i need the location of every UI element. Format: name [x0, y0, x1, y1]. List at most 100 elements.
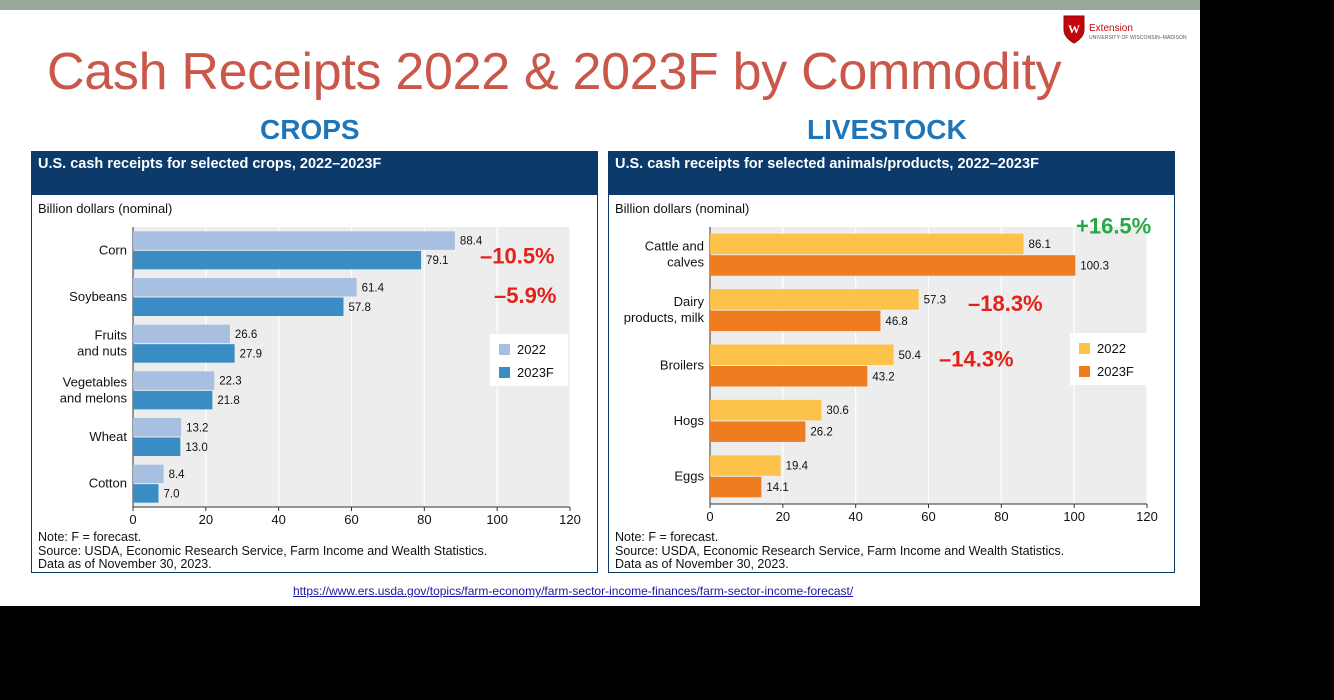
value-label: 57.3 — [924, 294, 946, 306]
value-label: 8.4 — [169, 469, 186, 481]
x-tick-label: 100 — [1063, 509, 1085, 524]
bar-2022 — [710, 233, 1024, 255]
livestock-chart-panel: U.S. cash receipts for selected animals/… — [608, 151, 1175, 573]
value-label: 43.2 — [872, 371, 894, 383]
category-label: Eggs — [674, 468, 704, 483]
category-label: Broilers — [660, 358, 705, 373]
value-label: 79.1 — [426, 255, 448, 267]
bar-2023F — [133, 250, 422, 270]
bar-2022 — [133, 278, 357, 297]
value-label: 57.8 — [348, 302, 370, 314]
bar-2022 — [710, 399, 822, 421]
bar-2023F — [710, 476, 762, 498]
x-tick-label: 80 — [417, 512, 431, 527]
extension-logo: W Extension UNIVERSITY OF WISCONSIN–MADI… — [1062, 14, 1192, 48]
bar-2023F — [710, 421, 806, 442]
chart-unit-label: Billion dollars (nominal) — [615, 201, 750, 216]
source-link[interactable]: https://www.ers.usda.gov/topics/farm-eco… — [293, 584, 854, 598]
livestock-heading: LIVESTOCK — [807, 114, 967, 145]
note-line: Note: F = forecast. — [38, 530, 142, 544]
bar-2023F — [133, 390, 213, 410]
bar-2023F — [133, 297, 344, 316]
x-tick-label: 120 — [559, 512, 581, 527]
bar-2022 — [133, 464, 164, 484]
legend-swatch — [1079, 366, 1090, 377]
x-tick-label: 120 — [1136, 509, 1158, 524]
bar-2022 — [710, 344, 894, 365]
bar-2023F — [133, 437, 181, 456]
value-label: 86.1 — [1029, 239, 1051, 251]
x-tick-label: 40 — [848, 509, 862, 524]
value-label: 100.3 — [1080, 260, 1109, 272]
value-label: 19.4 — [786, 461, 809, 473]
x-tick-label: 100 — [486, 512, 508, 527]
top-bar — [0, 0, 1200, 10]
category-label: Soybeans — [69, 289, 127, 304]
date-line: Data as of November 30, 2023. — [615, 557, 789, 571]
chart-footnote: Note: F = forecast. Source: USDA, Econom… — [615, 530, 1065, 572]
bar-2023F — [133, 484, 159, 503]
category-label: and nuts — [77, 344, 127, 359]
x-tick-label: 60 — [921, 509, 935, 524]
x-tick-label: 0 — [129, 512, 136, 527]
legend: 2022 2023F — [1070, 333, 1148, 385]
category-label: Fruits — [95, 328, 128, 343]
svg-text:W: W — [1068, 22, 1080, 36]
category-label: Dairy — [674, 294, 705, 309]
note-line: Note: F = forecast. — [615, 530, 719, 544]
legend-label: 2022 — [1097, 341, 1126, 356]
percent-change-annotation: –18.3% — [968, 291, 1043, 316]
value-label: 13.2 — [186, 422, 208, 434]
source-line: Source: USDA, Economic Research Service,… — [38, 543, 488, 558]
value-label: 13.0 — [185, 442, 207, 454]
bar-2022 — [710, 455, 781, 476]
x-tick-label: 20 — [199, 512, 213, 527]
source-line: Source: USDA, Economic Research Service,… — [615, 543, 1065, 558]
category-label: Vegetables — [63, 374, 128, 389]
bar-2022 — [710, 289, 919, 310]
category-label: Cotton — [89, 476, 127, 491]
value-label: 46.8 — [885, 316, 907, 328]
value-label: 26.6 — [235, 329, 257, 341]
percent-change-annotation: –5.9% — [494, 283, 556, 308]
legend: 2022 2023F — [490, 334, 568, 386]
value-label: 14.1 — [766, 482, 788, 494]
bar-2023F — [710, 255, 1076, 276]
date-line: Data as of November 30, 2023. — [38, 557, 212, 571]
crops-heading: CROPS — [260, 114, 360, 145]
bar-2022 — [133, 324, 230, 344]
x-tick-label: 60 — [344, 512, 358, 527]
chart-title: U.S. cash receipts for selected crops, 2… — [32, 152, 597, 195]
value-label: 30.6 — [826, 405, 848, 417]
bar-2023F — [133, 344, 235, 363]
value-label: 50.4 — [899, 350, 922, 362]
crops-bar-chart: 0 20 40 60 80 100 120 Corn 88.4 79.1 Soybeans 61.4 5… — [60, 227, 581, 527]
percent-change-annotation: +16.5% — [1076, 214, 1151, 239]
category-label: Cattle and — [645, 239, 704, 254]
chart-title: U.S. cash receipts for selected animals/… — [609, 152, 1174, 195]
bar-2023F — [710, 310, 881, 332]
x-tick-label: 0 — [706, 509, 713, 524]
legend-swatch — [499, 344, 510, 355]
category-label: calves — [667, 255, 704, 270]
slide-title: Cash Receipts 2022 & 2023F by Commodity — [47, 43, 1062, 101]
bar-2022 — [133, 371, 215, 390]
percent-change-annotation: –14.3% — [939, 347, 1014, 372]
category-label: Hogs — [674, 413, 705, 428]
value-label: 27.9 — [240, 348, 262, 360]
legend-label: 2022 — [517, 342, 546, 357]
bar-2022 — [133, 418, 182, 437]
x-tick-label: 80 — [994, 509, 1008, 524]
category-label: products, milk — [624, 310, 705, 325]
uw-crest-icon: W — [1063, 15, 1085, 44]
legend-swatch — [499, 367, 510, 378]
legend-swatch — [1079, 343, 1090, 354]
value-label: 26.2 — [810, 427, 832, 439]
chart-footnote: Note: F = forecast. Source: USDA, Econom… — [38, 530, 488, 572]
category-label: and melons — [60, 390, 128, 405]
value-label: 88.4 — [460, 236, 483, 248]
x-tick-label: 20 — [776, 509, 790, 524]
value-label: 22.3 — [219, 376, 241, 388]
percent-change-annotation: –10.5% — [480, 243, 555, 268]
